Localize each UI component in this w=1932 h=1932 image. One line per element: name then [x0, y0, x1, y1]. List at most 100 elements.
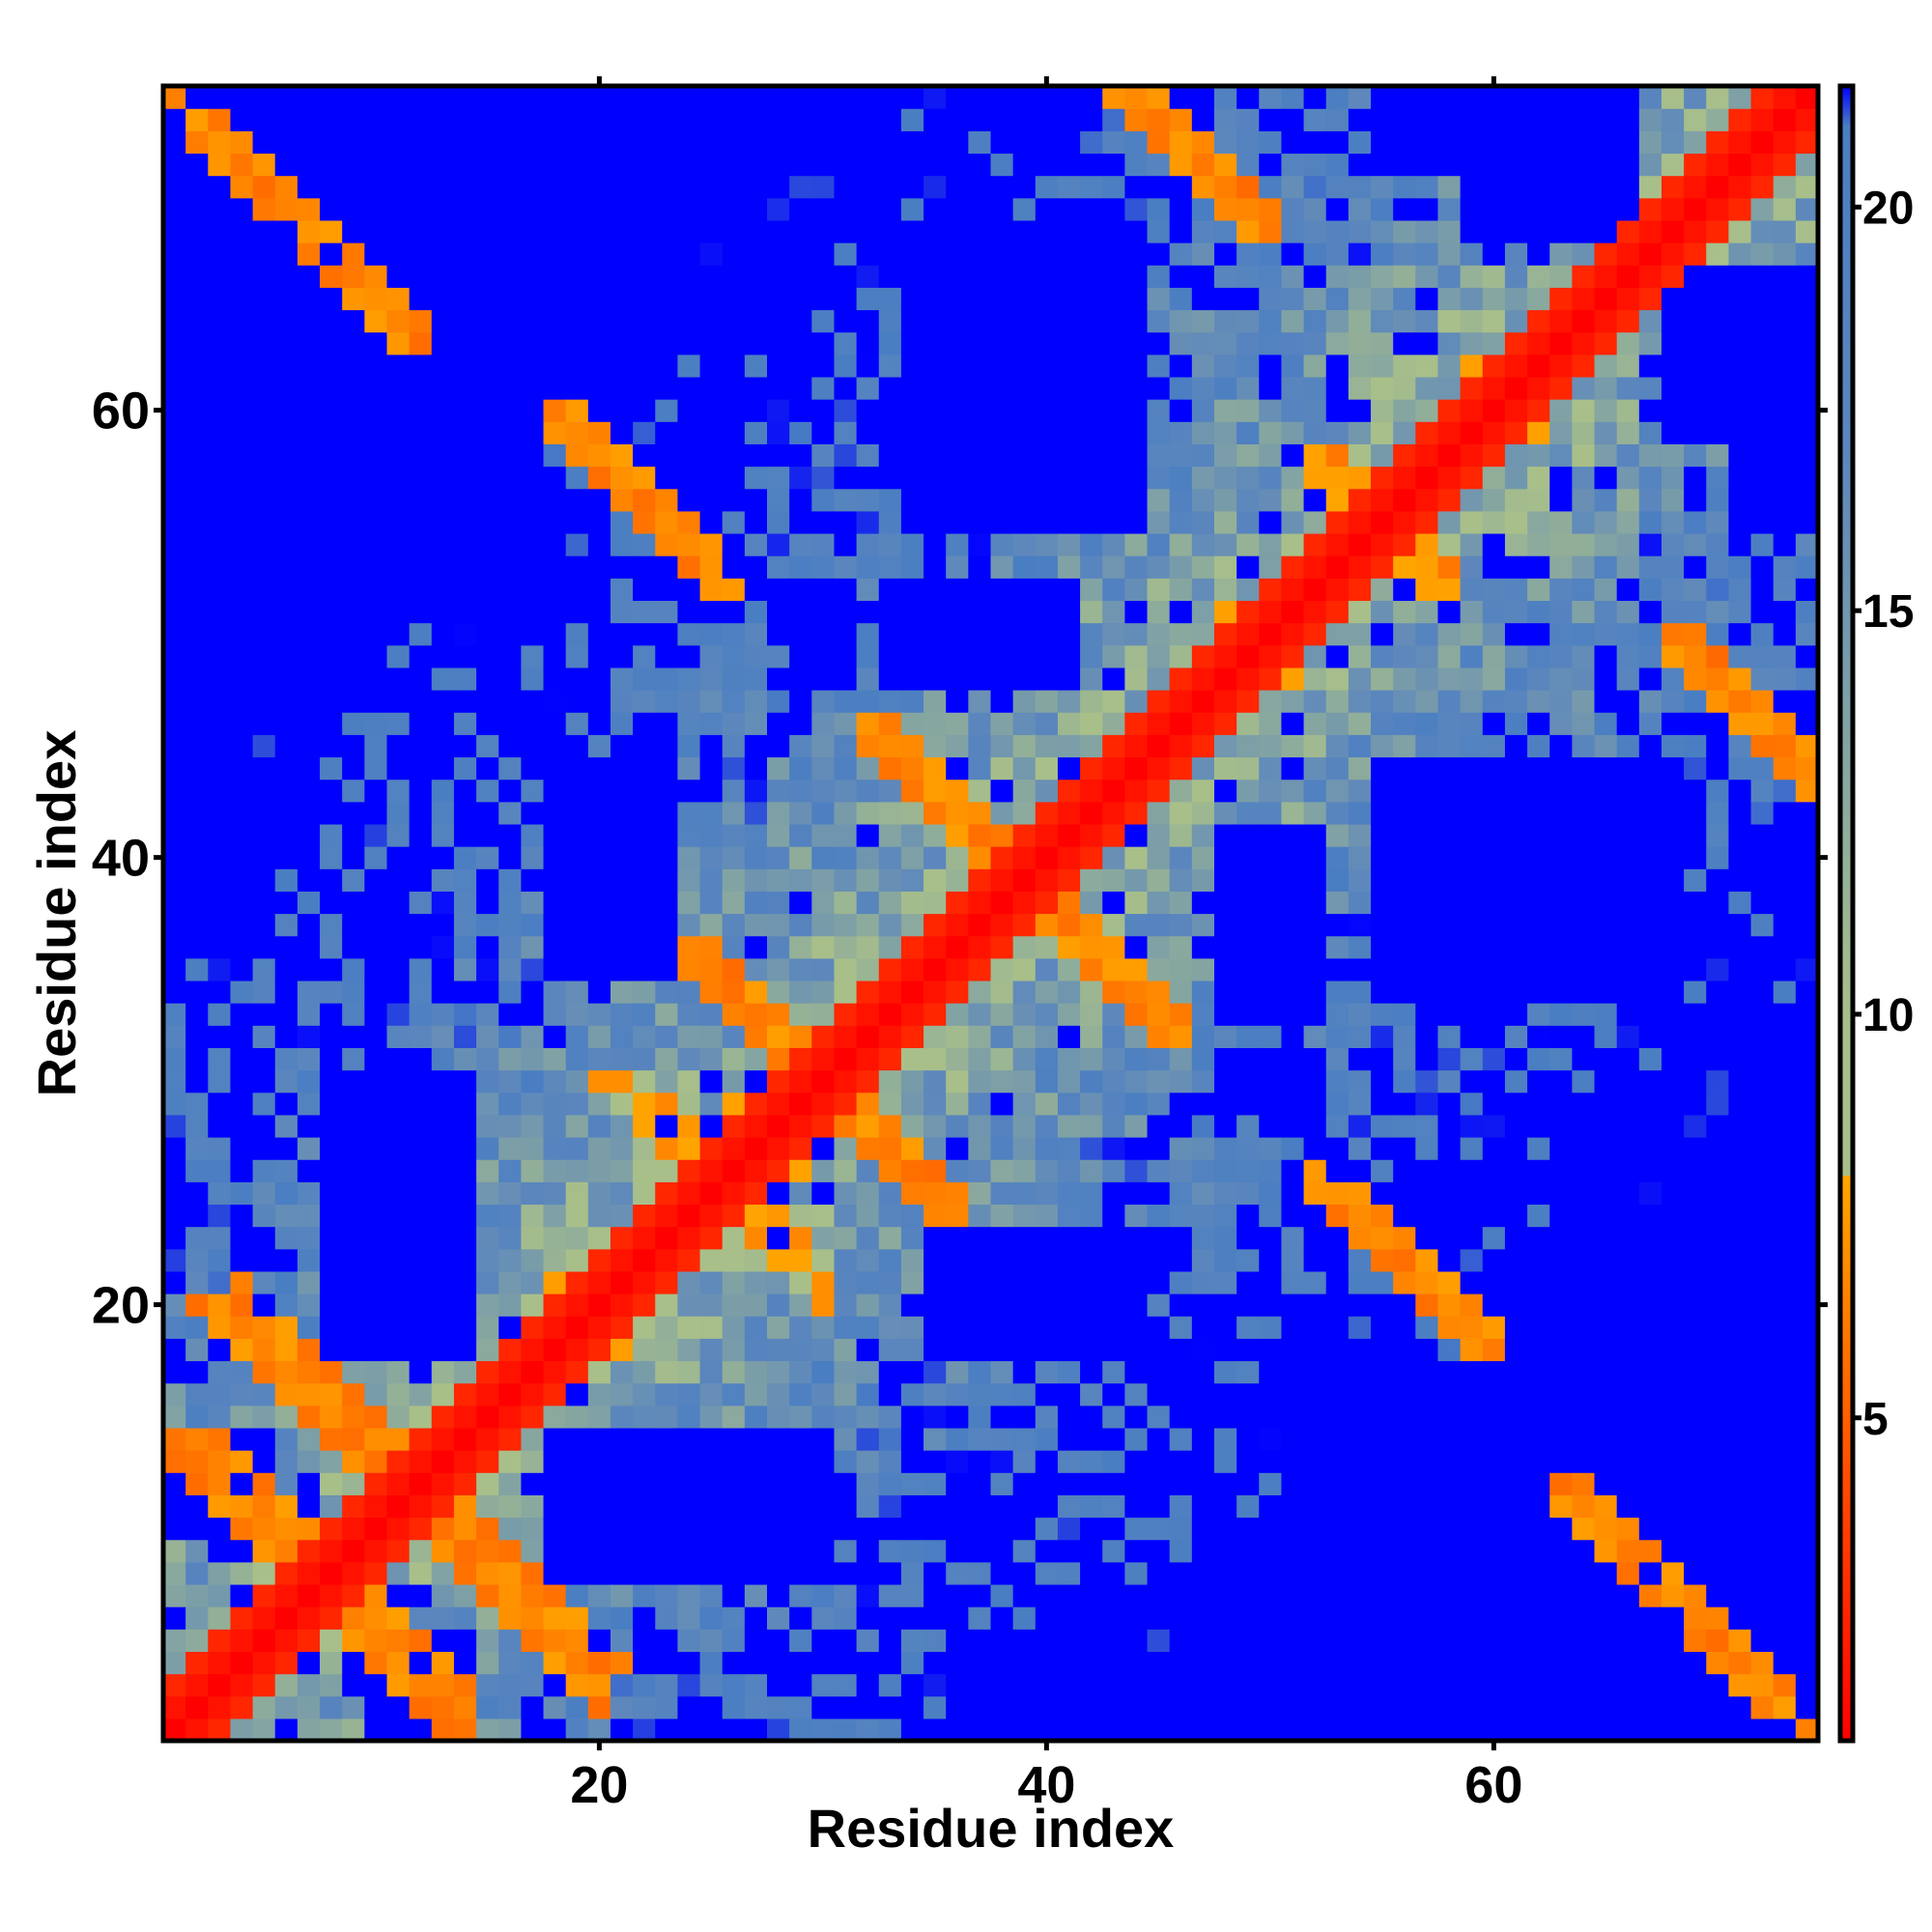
heatmap-cell	[498, 1450, 522, 1473]
heatmap-cell	[1236, 779, 1260, 803]
heatmap-cell	[208, 1382, 232, 1406]
heatmap-cell	[946, 1450, 969, 1473]
heatmap-cell	[1415, 1583, 1439, 1607]
heatmap-cell	[699, 242, 724, 266]
heatmap-cell	[1281, 130, 1305, 155]
heatmap-cell	[900, 1338, 924, 1362]
heatmap-cell	[1303, 197, 1327, 221]
heatmap-cell	[1169, 957, 1193, 981]
heatmap-cell	[1638, 1472, 1662, 1495]
heatmap-cell	[722, 1316, 746, 1339]
heatmap-cell	[655, 421, 679, 444]
heatmap-cell	[208, 466, 232, 490]
heatmap-cell	[1303, 1069, 1327, 1094]
heatmap-cell	[968, 466, 992, 490]
heatmap-cell	[476, 265, 499, 288]
heatmap-cell	[923, 935, 947, 959]
heatmap-cell	[342, 1629, 365, 1653]
heatmap-cell	[767, 1539, 790, 1563]
heatmap-cell	[1437, 1517, 1462, 1541]
heatmap-cell	[1482, 734, 1506, 758]
heatmap-cell	[1057, 265, 1081, 288]
heatmap-cell	[1080, 510, 1103, 534]
heatmap-cell	[1437, 1427, 1462, 1451]
heatmap-cell	[811, 1069, 836, 1094]
heatmap-cell	[1393, 1248, 1416, 1272]
heatmap-cell	[744, 1673, 768, 1697]
heatmap-cell	[1147, 1450, 1171, 1473]
heatmap-cell	[1371, 1248, 1394, 1272]
heatmap-cell	[699, 1114, 724, 1138]
heatmap-cell	[789, 913, 812, 937]
heatmap-cell	[767, 1338, 790, 1362]
heatmap-cell	[364, 1003, 388, 1026]
heatmap-cell	[1325, 399, 1350, 422]
heatmap-cell	[1437, 868, 1462, 892]
heatmap-cell	[677, 153, 701, 177]
heatmap-cell	[767, 1517, 790, 1541]
heatmap-cell	[610, 421, 634, 444]
heatmap-cell	[1572, 1069, 1596, 1094]
heatmap-cell	[364, 1360, 388, 1384]
heatmap-cell	[1504, 1629, 1528, 1653]
heatmap-cell	[1572, 1673, 1596, 1697]
heatmap-cell	[476, 466, 499, 490]
heatmap-cell	[990, 1159, 1014, 1182]
heatmap-cell	[1594, 1003, 1618, 1026]
heatmap-cell	[1012, 130, 1037, 155]
heatmap-cell	[587, 488, 611, 512]
heatmap-cell	[1638, 980, 1662, 1004]
heatmap-cell	[811, 712, 836, 735]
heatmap-cell	[587, 555, 611, 579]
heatmap-cell	[274, 1382, 298, 1406]
heatmap-cell	[1549, 779, 1573, 803]
heatmap-cell	[342, 957, 365, 981]
heatmap-cell	[476, 1606, 499, 1630]
heatmap-cell	[208, 421, 232, 444]
heatmap-cell	[878, 667, 902, 691]
heatmap-cell	[274, 1405, 298, 1429]
heatmap-cell	[1482, 846, 1506, 869]
heatmap-cell	[1325, 287, 1350, 311]
heatmap-cell	[767, 1360, 790, 1384]
heatmap-cell	[1661, 1360, 1685, 1384]
heatmap-cell	[431, 622, 455, 646]
heatmap-cell	[230, 1360, 254, 1384]
heatmap-cell	[1549, 510, 1573, 534]
heatmap-cell	[1035, 1606, 1059, 1630]
heatmap-cell	[565, 309, 589, 333]
heatmap-cell	[856, 466, 880, 490]
heatmap-cell	[1191, 935, 1215, 959]
heatmap-cell	[320, 1673, 343, 1697]
heatmap-cell	[1080, 1472, 1103, 1495]
heatmap-cell	[1594, 690, 1618, 713]
heatmap-cell	[1460, 712, 1484, 735]
heatmap-cell	[297, 801, 321, 825]
heatmap-cell	[1504, 667, 1528, 691]
heatmap-cell	[1080, 1494, 1103, 1519]
heatmap-cell	[878, 801, 902, 825]
heatmap-cell	[722, 1606, 746, 1630]
heatmap-cell	[1012, 1561, 1037, 1585]
heatmap-cell	[1393, 868, 1416, 892]
heatmap-cell	[1012, 1270, 1037, 1294]
heatmap-cell	[1594, 219, 1618, 243]
heatmap-cell	[1124, 1450, 1149, 1473]
heatmap-cell	[1460, 532, 1484, 556]
heatmap-cell	[1437, 1606, 1462, 1630]
heatmap-cell	[699, 913, 724, 937]
heatmap-cell	[342, 1338, 365, 1362]
heatmap-cell	[1303, 1561, 1327, 1585]
heatmap-cell	[1348, 1651, 1372, 1675]
heatmap-cell	[811, 354, 836, 378]
heatmap-cell	[431, 935, 455, 959]
heatmap-cell	[811, 1338, 836, 1362]
heatmap-cell	[1482, 1673, 1506, 1697]
heatmap-cell	[543, 219, 567, 243]
heatmap-cell	[990, 376, 1014, 400]
heatmap-cell	[1504, 1427, 1528, 1451]
heatmap-cell	[767, 1136, 790, 1160]
heatmap-cell	[163, 376, 186, 400]
heatmap-cell	[1393, 801, 1416, 825]
heatmap-cell	[655, 1159, 679, 1182]
